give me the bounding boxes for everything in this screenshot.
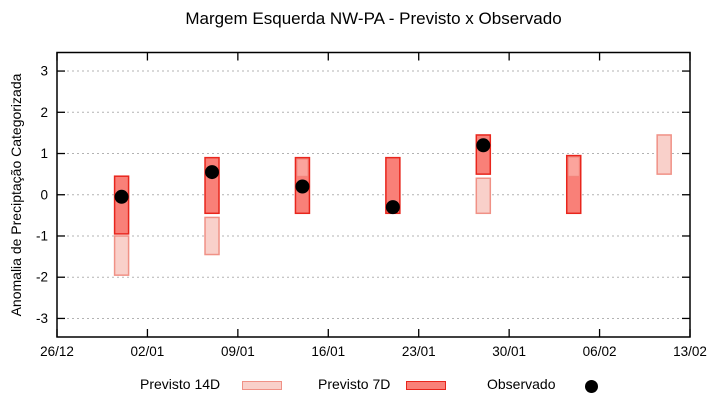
- x-tick-label: 09/01: [221, 344, 255, 359]
- previsto-14d-bar: [113, 235, 130, 276]
- x-tick-label: 02/01: [131, 344, 165, 359]
- legend-observado-dot-icon: [585, 380, 598, 393]
- y-tick-label: -1: [36, 228, 48, 243]
- legend-swatch-previsto-14d: [242, 381, 282, 390]
- previsto-14d-bar: [656, 134, 672, 175]
- x-tick-label: 06/02: [583, 344, 617, 359]
- x-tick-label: 16/01: [311, 344, 345, 359]
- y-tick-label: 1: [40, 146, 48, 161]
- y-tick-label: -2: [36, 270, 48, 285]
- previsto-14d-bar: [204, 216, 220, 256]
- x-tick-label: 13/02: [673, 344, 707, 359]
- legend-swatch-previsto-7d: [406, 381, 446, 390]
- y-tick-label: -3: [36, 311, 48, 326]
- observado-point: [385, 200, 400, 215]
- x-tick-label: 26/12: [40, 344, 74, 359]
- chart-title: Margem Esquerda NW-PA - Previsto x Obser…: [185, 9, 562, 28]
- y-tick-label: 0: [40, 187, 48, 202]
- observado-point: [295, 179, 310, 194]
- x-tick-label: 30/01: [492, 344, 526, 359]
- observado-point: [205, 165, 220, 180]
- y-tick-label: 2: [40, 105, 48, 120]
- observado-point: [114, 189, 129, 204]
- previsto-7d-bar: [113, 175, 130, 235]
- previsto-14d-bar: [475, 177, 492, 215]
- y-tick-label: 3: [40, 64, 48, 79]
- legend-label-previsto-7d: Previsto 7D: [318, 376, 391, 392]
- legend-label-previsto-14d: Previsto 14D: [140, 376, 221, 392]
- legend-label-observado: Observado: [487, 376, 556, 392]
- x-tick-label: 23/01: [402, 344, 436, 359]
- previsto-14d-bar: [567, 156, 580, 177]
- observado-point: [476, 138, 491, 153]
- previsto-14d-bar: [296, 158, 309, 177]
